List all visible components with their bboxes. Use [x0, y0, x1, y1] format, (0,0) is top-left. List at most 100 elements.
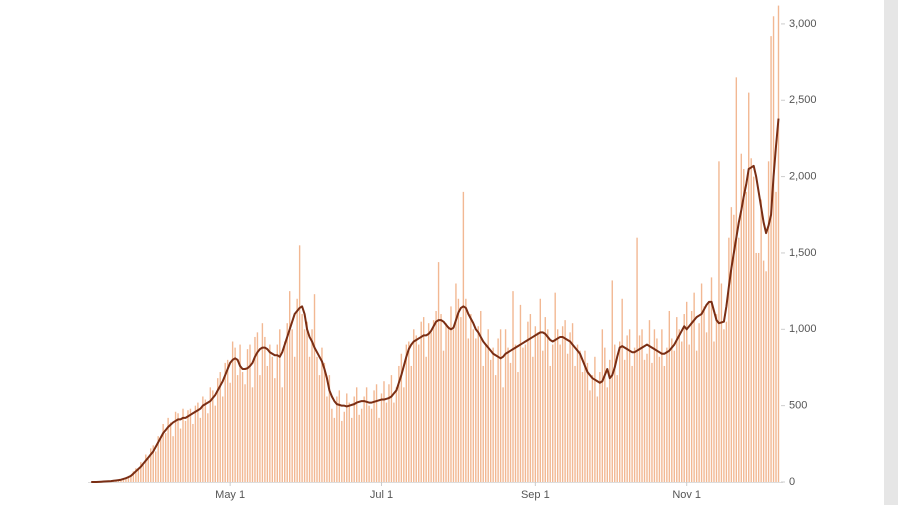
- bar: [730, 207, 733, 482]
- bar: [715, 314, 718, 482]
- bar: [437, 262, 440, 482]
- bar: [212, 390, 214, 482]
- bar: [683, 314, 685, 482]
- bar: [234, 347, 236, 482]
- bar: [306, 321, 308, 482]
- y-tick-label: 0: [789, 476, 795, 488]
- bar: [755, 252, 757, 482]
- bar: [532, 356, 534, 482]
- bar: [388, 384, 390, 482]
- bar: [192, 423, 194, 482]
- bar: [586, 362, 589, 482]
- bar: [465, 298, 467, 482]
- bar: [189, 408, 192, 482]
- bar: [497, 338, 499, 482]
- bar: [703, 306, 705, 482]
- bar: [450, 306, 452, 482]
- bar: [217, 378, 219, 482]
- bar: [370, 408, 373, 482]
- bar: [311, 329, 313, 482]
- bar: [318, 375, 321, 482]
- bar: [556, 329, 559, 482]
- bar: [485, 344, 487, 482]
- bar: [214, 405, 216, 482]
- bar: [589, 390, 591, 482]
- bar: [162, 423, 164, 482]
- bar: [341, 420, 343, 482]
- bar: [288, 291, 291, 482]
- bar: [169, 422, 172, 482]
- bar: [244, 384, 246, 482]
- bar: [241, 372, 244, 482]
- bar: [475, 338, 477, 482]
- bar: [254, 336, 256, 482]
- bar: [740, 153, 742, 482]
- bar: [559, 344, 561, 482]
- bar: [182, 408, 184, 482]
- bar: [638, 335, 641, 482]
- bar: [122, 479, 125, 482]
- bar: [695, 350, 698, 482]
- bar: [150, 448, 152, 482]
- bar: [117, 480, 120, 482]
- bar: [616, 375, 618, 482]
- y-tick-label: 2,000: [789, 171, 817, 183]
- bar: [494, 375, 497, 482]
- bar: [452, 329, 455, 482]
- bar: [462, 191, 465, 482]
- bar: [375, 384, 378, 482]
- bar: [373, 390, 375, 482]
- bar: [127, 475, 130, 482]
- bar: [720, 283, 723, 482]
- bar: [752, 176, 755, 482]
- bar: [688, 344, 690, 482]
- bar: [534, 326, 537, 482]
- bar: [293, 356, 296, 482]
- bar: [713, 341, 715, 482]
- bar: [681, 341, 683, 482]
- bar: [489, 359, 492, 482]
- page-edge: [884, 0, 898, 505]
- bar: [594, 356, 596, 482]
- bar: [264, 336, 266, 482]
- bar: [480, 310, 482, 482]
- bar: [281, 387, 283, 482]
- bar: [184, 420, 187, 482]
- bar: [276, 344, 278, 482]
- bar: [564, 320, 566, 482]
- bar: [678, 329, 680, 482]
- bar: [596, 396, 599, 482]
- bar: [455, 283, 457, 482]
- bar: [390, 375, 393, 482]
- y-tick-label: 1,500: [789, 247, 817, 259]
- bar: [561, 326, 564, 482]
- average-line: [91, 118, 780, 483]
- bar: [529, 314, 532, 482]
- bar: [470, 314, 472, 482]
- bar: [432, 320, 435, 482]
- y-tick-label: 500: [789, 400, 807, 412]
- bar: [286, 323, 288, 482]
- bar: [353, 396, 355, 482]
- bar: [619, 341, 621, 482]
- bar: [348, 402, 350, 482]
- bar: [167, 417, 169, 482]
- bar: [137, 469, 140, 482]
- bar: [199, 417, 202, 482]
- bar: [457, 298, 460, 482]
- bar: [380, 393, 383, 482]
- bar: [663, 365, 666, 482]
- bar: [693, 292, 695, 482]
- bar: [767, 161, 770, 483]
- bar: [308, 356, 311, 482]
- bar: [303, 329, 306, 482]
- bar: [177, 413, 179, 482]
- y-tick-label: 2,500: [789, 94, 817, 106]
- bar: [609, 359, 611, 482]
- bar: [477, 326, 479, 482]
- bar: [643, 359, 646, 482]
- bar: [430, 332, 432, 482]
- bar: [604, 347, 606, 482]
- bar: [614, 344, 616, 482]
- bar: [338, 390, 341, 482]
